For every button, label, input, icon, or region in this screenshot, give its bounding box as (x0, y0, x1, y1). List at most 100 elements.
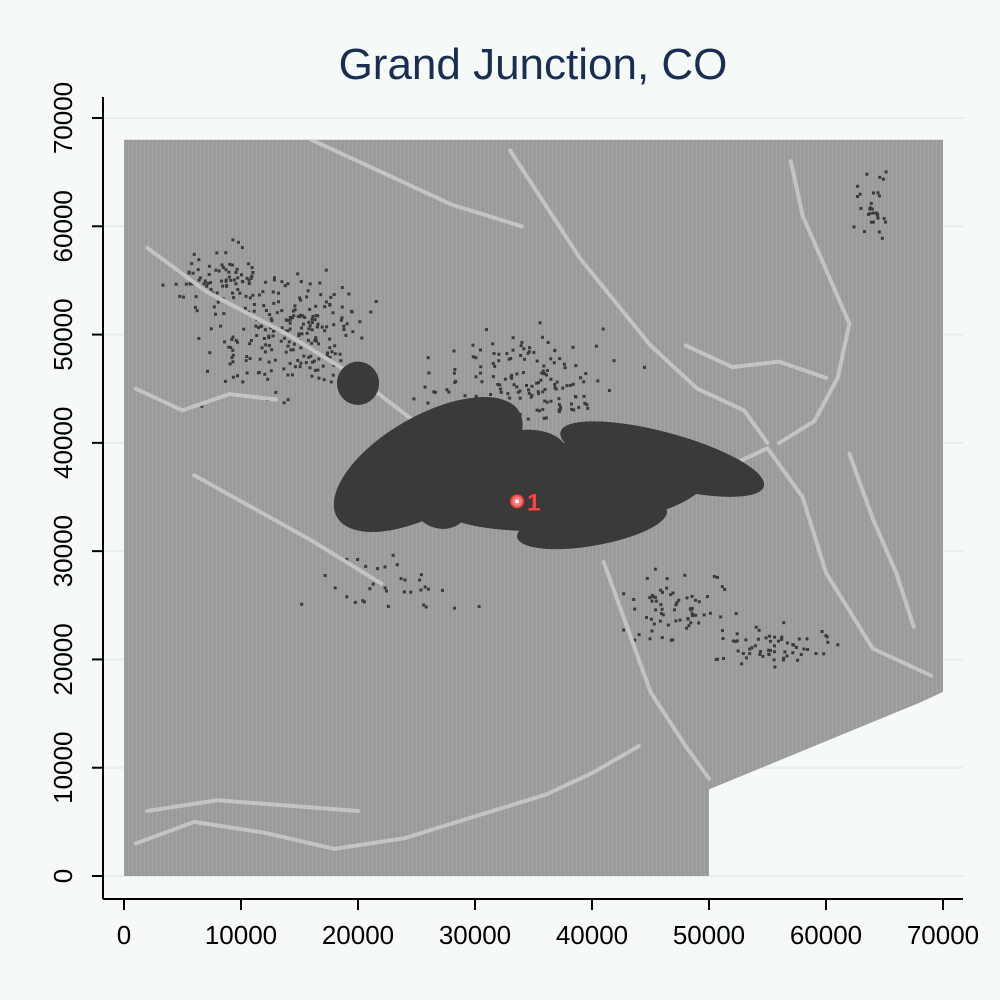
y-tick-label: 0 (48, 869, 78, 883)
development-cell (452, 371, 456, 375)
development-cell (230, 338, 234, 341)
development-cell (195, 309, 199, 313)
development-cell (543, 399, 547, 403)
development-cell (320, 325, 324, 329)
development-cell (769, 648, 772, 652)
development-cell (286, 398, 290, 402)
development-cell (273, 358, 277, 362)
development-cell (557, 403, 561, 407)
development-cell (669, 593, 673, 597)
development-cell (884, 220, 888, 224)
development-cell (286, 319, 290, 322)
development-cell (498, 383, 502, 387)
x-axis-ticks: 0 10000 20000 30000 40000 50000 60000 70000 (117, 899, 979, 950)
development-cell (824, 634, 828, 638)
development-cell (323, 574, 327, 577)
development-cell (345, 322, 349, 326)
development-cell (235, 267, 239, 271)
development-cell (207, 273, 211, 276)
development-cell (228, 262, 232, 266)
development-cell (565, 384, 569, 388)
development-cell (772, 658, 776, 662)
development-cell (675, 601, 679, 605)
development-cell (345, 595, 349, 599)
x-tick-label: 40000 (556, 920, 628, 950)
development-cell (301, 322, 305, 326)
development-cell (884, 170, 888, 174)
development-cell (224, 251, 228, 255)
development-cell (674, 603, 678, 607)
development-cell (313, 338, 317, 342)
development-cell (225, 283, 229, 287)
development-cell (310, 317, 314, 321)
development-cell (512, 383, 516, 387)
development-cell (633, 638, 637, 642)
development-cell (234, 338, 238, 342)
development-cell (474, 394, 478, 398)
development-cell (549, 377, 553, 381)
development-cell (340, 286, 344, 289)
development-cell (683, 573, 687, 577)
development-cell (245, 276, 249, 280)
development-cell (306, 338, 310, 342)
development-cell (511, 336, 515, 340)
development-cell (545, 369, 549, 372)
development-cell (773, 635, 777, 639)
development-cell (691, 614, 694, 618)
development-cell (243, 306, 247, 310)
development-cell (196, 268, 200, 272)
development-cell (270, 348, 274, 352)
development-cell (229, 346, 233, 349)
river (683, 343, 828, 380)
x-tick-label: 30000 (439, 920, 511, 950)
development-cell (479, 348, 482, 352)
river (508, 148, 770, 445)
development-cell (782, 656, 786, 660)
development-cell (300, 326, 303, 330)
development-cell (505, 352, 509, 356)
development-cell (734, 612, 738, 616)
development-cell (579, 376, 583, 380)
development-cell (242, 327, 246, 331)
development-cell (741, 652, 745, 655)
y-tick-label: 20000 (48, 623, 78, 695)
development-cell (720, 585, 724, 589)
development-cell (293, 365, 297, 369)
development-cell (773, 665, 777, 669)
development-cell (271, 290, 275, 294)
development-cell (272, 301, 276, 305)
development-cell (836, 643, 840, 647)
development-cell (376, 567, 380, 571)
development-cell (283, 284, 287, 288)
development-cell (735, 639, 739, 643)
development-cell (650, 593, 654, 597)
development-cell (596, 379, 600, 383)
development-cell (202, 282, 206, 286)
development-cell (260, 324, 263, 328)
development-cell (298, 365, 302, 369)
development-cell (249, 276, 253, 280)
development-cell (876, 216, 880, 220)
development-cell (272, 329, 275, 333)
development-cell (303, 316, 307, 319)
development-cell (791, 643, 795, 647)
development-cell (554, 387, 558, 391)
development-cell (440, 588, 444, 592)
development-cell (309, 354, 313, 358)
development-cell (673, 608, 676, 612)
development-cell (282, 367, 286, 371)
development-cell (197, 258, 201, 262)
development-cell (423, 585, 427, 589)
development-cell (474, 356, 478, 360)
development-cell (360, 336, 364, 340)
development-cell (251, 271, 255, 274)
development-cell (270, 319, 274, 323)
development-cell (685, 626, 689, 630)
development-cell (193, 305, 197, 309)
development-cell (184, 282, 188, 286)
development-cell (215, 291, 219, 295)
development-cell (799, 653, 803, 657)
development-cell (286, 344, 290, 348)
development-cell (383, 586, 387, 590)
development-cell (822, 652, 826, 656)
